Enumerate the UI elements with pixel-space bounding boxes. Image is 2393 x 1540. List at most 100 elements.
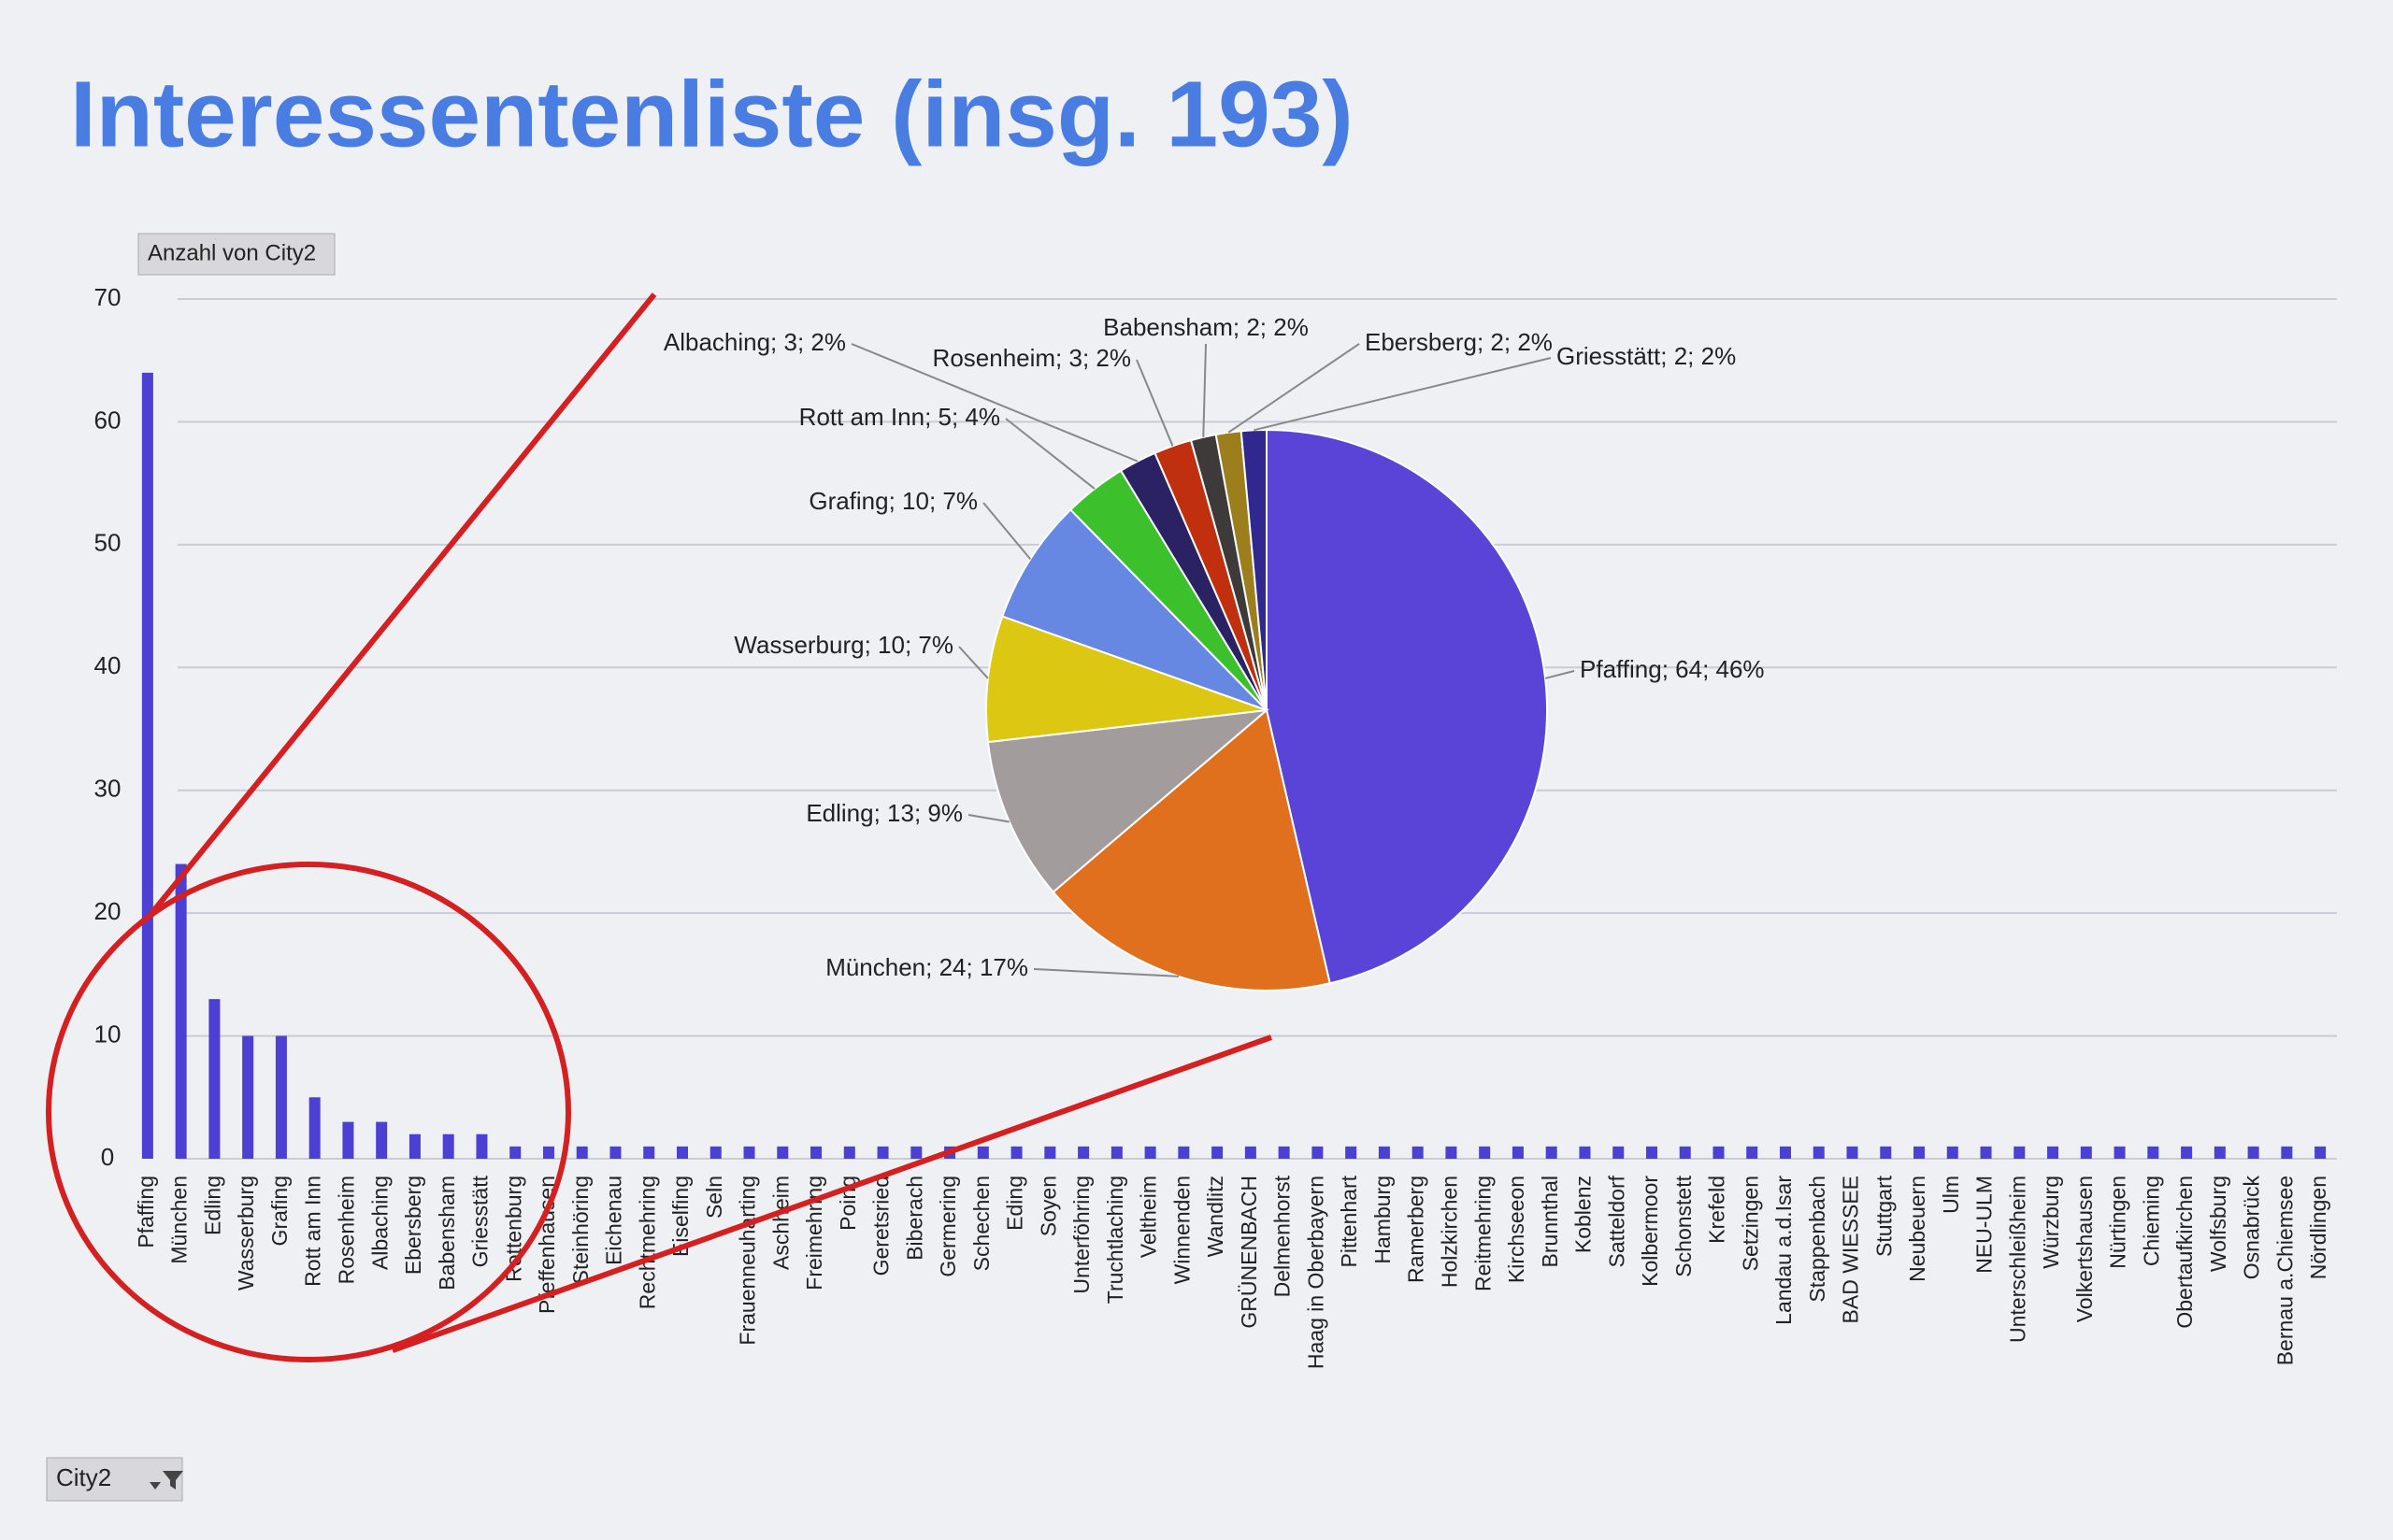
- x-tick-label: Krefeld: [1705, 1176, 1729, 1244]
- x-tick-label: Ramerberg: [1404, 1176, 1428, 1283]
- bar: [1846, 1146, 1858, 1159]
- x-tick-label: Grafing: [267, 1176, 292, 1246]
- leader-line: [1202, 343, 1207, 437]
- bar: [810, 1146, 823, 1159]
- pie-label: Babensham; 2; 2%: [1103, 313, 1309, 341]
- x-tick-label: Chieming: [2139, 1176, 2163, 1266]
- x-tick-label: Würzburg: [2039, 1176, 2063, 1269]
- pie-label: Edling; 13; 9%: [806, 799, 963, 827]
- x-tick-label: Schechen: [969, 1176, 994, 1271]
- pie-label: Rosenheim; 3; 2%: [933, 344, 1131, 372]
- x-tick-label: Bernau a.Chiemsee: [2272, 1176, 2297, 1365]
- pie-label: Ebersberg; 2; 2%: [1365, 328, 1553, 356]
- pie-label: München; 24; 17%: [825, 953, 1028, 981]
- x-tick-label: Setzingen: [1738, 1176, 1762, 1271]
- annotation: [46, 292, 1273, 1362]
- x-tick-label: Brunnthal: [1538, 1176, 1562, 1267]
- bar: [2047, 1146, 2059, 1159]
- bar: [1044, 1146, 1056, 1159]
- x-tick-label: Unterföhring: [1069, 1176, 1094, 1294]
- x-tick-label: München: [167, 1176, 192, 1264]
- x-tick-label: Nördlingen: [2306, 1176, 2330, 1279]
- x-tick-label: Unterschleißheim: [2005, 1176, 2029, 1343]
- x-tick-label: Koblenz: [1571, 1176, 1596, 1253]
- pie-slice: [1001, 508, 1268, 711]
- leader-line: [1227, 343, 1360, 434]
- x-tick-label: Haag in Oberbayern: [1303, 1176, 1327, 1369]
- bar: [308, 1097, 321, 1159]
- bar: [509, 1146, 522, 1159]
- bar: [576, 1146, 588, 1159]
- x-tick-label: Rosenheim: [335, 1176, 359, 1284]
- bar: [408, 1134, 421, 1159]
- x-tick-label: Biberach: [902, 1176, 926, 1261]
- bar: [1111, 1146, 1123, 1159]
- bar: [643, 1146, 655, 1159]
- bar: [1010, 1146, 1023, 1159]
- pie-label: Rott am Inn; 5; 4%: [799, 403, 1000, 431]
- pie-slice: [1266, 428, 1548, 985]
- y-tick-label: 70: [94, 283, 122, 311]
- bar: [1645, 1146, 1657, 1159]
- bar: [1946, 1146, 1958, 1159]
- bar: [1411, 1146, 1424, 1159]
- bar: [1679, 1146, 1691, 1159]
- leader-line: [1136, 359, 1174, 447]
- x-tick-label: Kolbermoor: [1638, 1176, 1662, 1287]
- bar: [1244, 1146, 1256, 1159]
- y-tick-label: 50: [94, 529, 122, 557]
- x-tick-label: Obertaufkirchen: [2172, 1176, 2197, 1329]
- x-tick-label: Griesstätt: [468, 1175, 493, 1267]
- x-tick-label: Germering: [936, 1176, 960, 1277]
- x-tick-label: Kirchseeon: [1504, 1176, 1528, 1283]
- x-tick-label: Satteldorf: [1604, 1175, 1628, 1267]
- bar: [2080, 1146, 2092, 1159]
- pie-chart: Pfaffing; 64; 46% München; 24; 17% Edling;…: [664, 313, 1765, 991]
- x-tick-label: Wasserburg: [234, 1176, 258, 1290]
- bar: [877, 1146, 889, 1159]
- x-tick-label: Holzkirchen: [1438, 1176, 1462, 1288]
- x-tick-label: Hamburg: [1370, 1176, 1395, 1264]
- filter-icon: [150, 1471, 183, 1490]
- bar: [1211, 1146, 1224, 1159]
- bar: [1479, 1146, 1491, 1159]
- bar: [2247, 1146, 2259, 1159]
- x-tick-label: Truchtlaching: [1103, 1176, 1127, 1304]
- pie-slice: [1052, 708, 1331, 991]
- bar: [1378, 1146, 1390, 1159]
- zoom-line: [147, 292, 657, 918]
- bar: [1345, 1146, 1357, 1159]
- x-tick-label: Aschheim: [768, 1176, 793, 1270]
- bar: [1311, 1146, 1324, 1159]
- bar: [342, 1121, 354, 1159]
- x-tick-label: Albaching: [367, 1176, 392, 1270]
- pie-label: Griesstätt; 2; 2%: [1556, 342, 1736, 370]
- bar: [709, 1146, 722, 1159]
- x-tick-label: Rott am Inn: [301, 1176, 325, 1287]
- bar: [1178, 1146, 1190, 1159]
- x-tick-label: Geretsried: [869, 1176, 894, 1276]
- bar: [977, 1146, 989, 1159]
- x-tick-label: Stuttgart: [1871, 1175, 1896, 1257]
- pie-label: Pfaffing; 64; 46%: [1580, 655, 1765, 683]
- bar: [677, 1146, 688, 1159]
- bar: [1712, 1146, 1725, 1159]
- filter-button-label: City2: [56, 1463, 111, 1491]
- x-tick-label: Edling: [200, 1176, 224, 1235]
- bar: [1746, 1146, 1758, 1159]
- y-tick-label: 30: [94, 775, 122, 803]
- leader-line: [1254, 357, 1552, 432]
- x-tick-label: Winnenden: [1169, 1176, 1194, 1284]
- bar: [1078, 1146, 1090, 1159]
- x-tick-label: Seln: [702, 1176, 726, 1219]
- filter-button[interactable]: [46, 1457, 183, 1502]
- leader-line: [1005, 418, 1096, 490]
- bar: [2181, 1146, 2193, 1159]
- leader-line: [967, 814, 1010, 823]
- x-tick-label: Volkertshausen: [2072, 1176, 2097, 1322]
- bar: [609, 1146, 622, 1159]
- y-label-box: [137, 233, 336, 276]
- x-tick-label: Wandlitz: [1203, 1176, 1227, 1257]
- bar: [476, 1134, 488, 1159]
